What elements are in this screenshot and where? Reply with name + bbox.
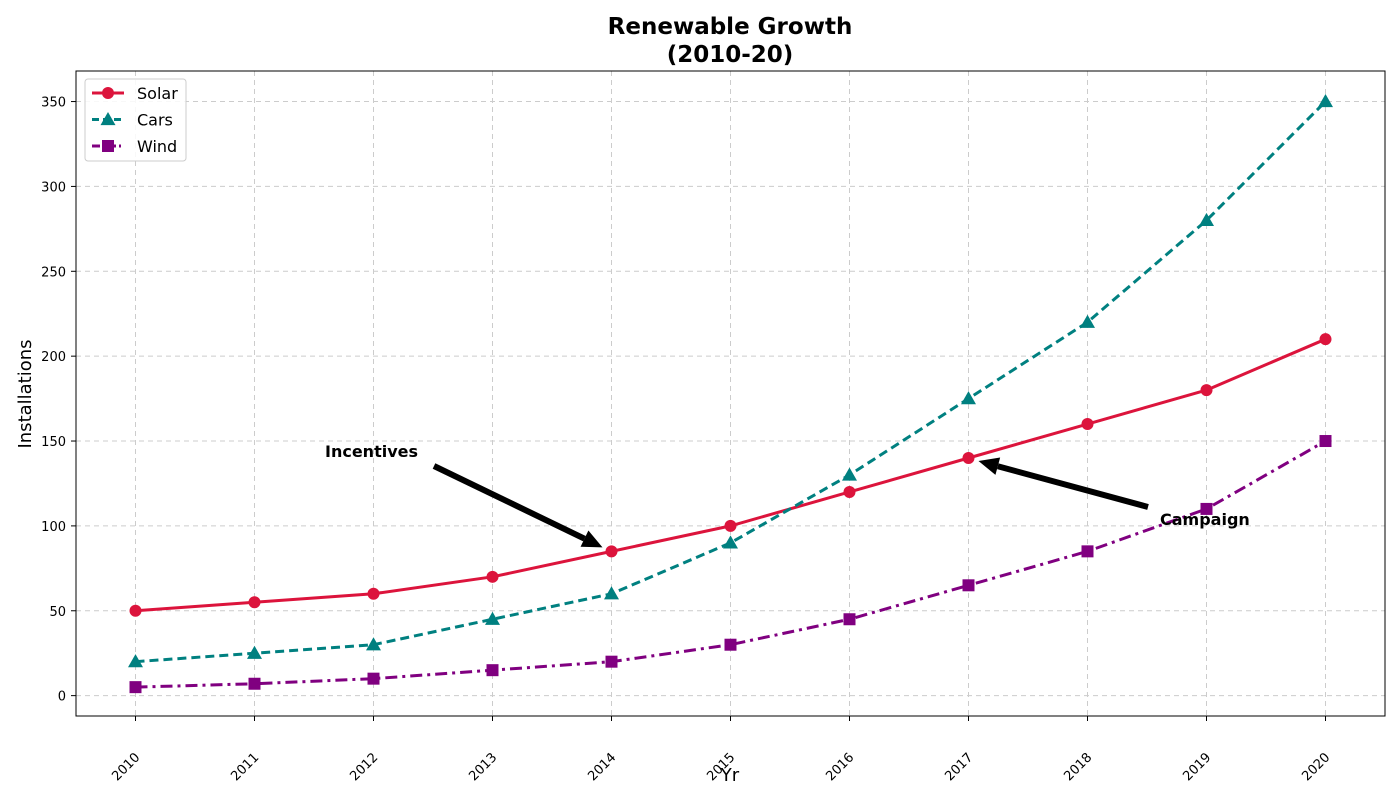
data-point-cars	[961, 391, 976, 405]
x-tick-label: 2011	[228, 750, 262, 784]
annotation-arrow-incentives-shaft	[432, 463, 586, 542]
data-point-wind	[962, 579, 975, 592]
chart-title-line-2: (2010-20)	[667, 42, 794, 68]
data-point-solar	[1200, 384, 1213, 397]
legend-label-wind: Wind	[137, 137, 177, 156]
y-tick-label: 150	[41, 435, 66, 450]
x-tick-label: 2018	[1061, 750, 1095, 784]
legend-marker-solar	[102, 87, 114, 99]
series-wind	[129, 435, 1332, 694]
data-point-wind	[1081, 545, 1094, 558]
data-point-solar	[248, 596, 261, 609]
x-tick-label: 2019	[1180, 750, 1214, 784]
annotation-arrow-campaign-head	[978, 457, 1001, 475]
series-line-wind	[135, 439, 1327, 689]
data-point-wind	[605, 655, 618, 668]
annotation-arrow-incentives	[432, 463, 603, 548]
series-solar	[129, 333, 1332, 617]
legend-marker-wind	[102, 140, 114, 152]
annotation-arrow-campaign-shaft	[997, 463, 1149, 510]
legend: Solar Cars Wind	[84, 78, 187, 162]
data-point-wind	[129, 681, 142, 694]
series-line-cars	[135, 100, 1327, 664]
y-tick-label: 200	[41, 350, 66, 365]
annotation-label-incentives: Incentives	[325, 442, 418, 461]
x-tick-label: 2016	[823, 750, 857, 784]
data-point-solar	[129, 604, 142, 617]
x-tick-label: 2013	[466, 750, 500, 784]
legend-item-cars: Cars	[92, 111, 173, 130]
grid	[76, 71, 1385, 716]
data-point-wind	[248, 677, 261, 690]
series-cars	[128, 94, 1333, 668]
data-point-cars	[128, 654, 143, 668]
annotation-arrow-campaign	[978, 457, 1149, 510]
x-tick-label: 2014	[585, 750, 619, 784]
data-point-wind	[486, 664, 499, 677]
y-tick-label: 100	[41, 520, 66, 535]
data-point-solar	[1319, 333, 1332, 346]
legend-label-cars: Cars	[137, 111, 173, 130]
y-tick-label: 350	[41, 96, 66, 111]
data-point-solar	[605, 545, 618, 558]
legend-item-solar: Solar	[92, 84, 178, 103]
annotation-arrow-incentives-head	[580, 530, 603, 548]
legend-label-solar: Solar	[137, 84, 178, 103]
data-point-wind	[1319, 435, 1332, 448]
x-tick-label: 2020	[1299, 750, 1333, 784]
data-point-wind	[367, 672, 380, 685]
data-point-cars	[1318, 94, 1333, 108]
y-tick-label: 300	[41, 180, 66, 195]
data-point-cars	[1199, 212, 1214, 226]
data-point-cars	[1080, 314, 1095, 328]
axis-ticks: 0 50 100 150 200 250 300 350 2010 2011 2012 2013 201…	[41, 96, 1333, 785]
data-point-cars	[485, 611, 500, 625]
data-point-solar	[1081, 418, 1094, 431]
data-point-solar	[367, 587, 380, 600]
data-point-wind	[724, 638, 737, 651]
data-point-cars	[842, 467, 857, 481]
y-tick-label: 250	[41, 265, 66, 280]
y-tick-label: 0	[58, 690, 66, 705]
x-axis-label: Yr	[720, 765, 740, 786]
series	[128, 94, 1333, 694]
y-axis-label: Installations	[15, 339, 36, 448]
data-point-cars	[366, 637, 381, 651]
data-point-solar	[724, 519, 737, 532]
annotations: Incentives Campaign	[325, 442, 1250, 548]
y-tick-label: 50	[49, 605, 66, 620]
x-tick-label: 2017	[942, 750, 976, 784]
data-point-solar	[962, 452, 975, 464]
data-point-wind	[843, 613, 856, 626]
data-point-wind	[1200, 502, 1213, 515]
data-point-cars	[723, 535, 738, 549]
data-point-solar	[486, 570, 499, 583]
x-tick-label: 2012	[347, 750, 381, 784]
x-tick-label: 2010	[109, 750, 143, 784]
data-point-solar	[843, 485, 856, 498]
plot-frame	[75, 70, 1386, 717]
data-point-cars	[247, 645, 262, 659]
legend-marker-cars	[100, 112, 116, 126]
data-point-cars	[604, 586, 619, 600]
annotation-label-campaign: Campaign	[1160, 510, 1250, 529]
legend-item-wind: Wind	[92, 137, 177, 156]
chart-title-line-1: Renewable Growth	[608, 14, 853, 40]
